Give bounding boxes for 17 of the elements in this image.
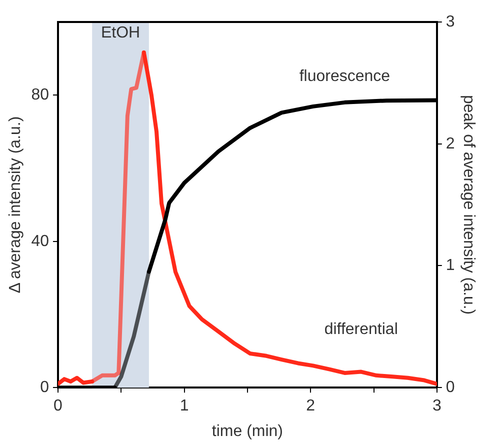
x-tick-label: 2	[306, 398, 316, 415]
series-label: differential	[324, 321, 398, 338]
band-label: EtOH	[100, 24, 140, 42]
y-tick-label: 0	[40, 379, 50, 396]
y-tick-label: 80	[31, 86, 50, 104]
y2-tick-label: 1	[446, 257, 455, 274]
y2-tick-label: 2	[446, 135, 455, 152]
series-label: fluorescence	[299, 68, 390, 85]
y2-tick-label: 3	[446, 13, 455, 30]
y2-tick-label: 0	[446, 379, 455, 396]
x-tick-label: 3	[432, 398, 442, 415]
x-tick-label: 0	[54, 398, 63, 415]
x-tick-label: 1	[180, 398, 189, 415]
y-axis-title: Δ average intensity (a.u.)	[7, 116, 24, 294]
y-tick-label: 40	[31, 232, 50, 250]
x-axis-title: time (min)	[212, 422, 284, 440]
y2-axis-title: peak of average intensity (a.u.)	[460, 94, 477, 315]
